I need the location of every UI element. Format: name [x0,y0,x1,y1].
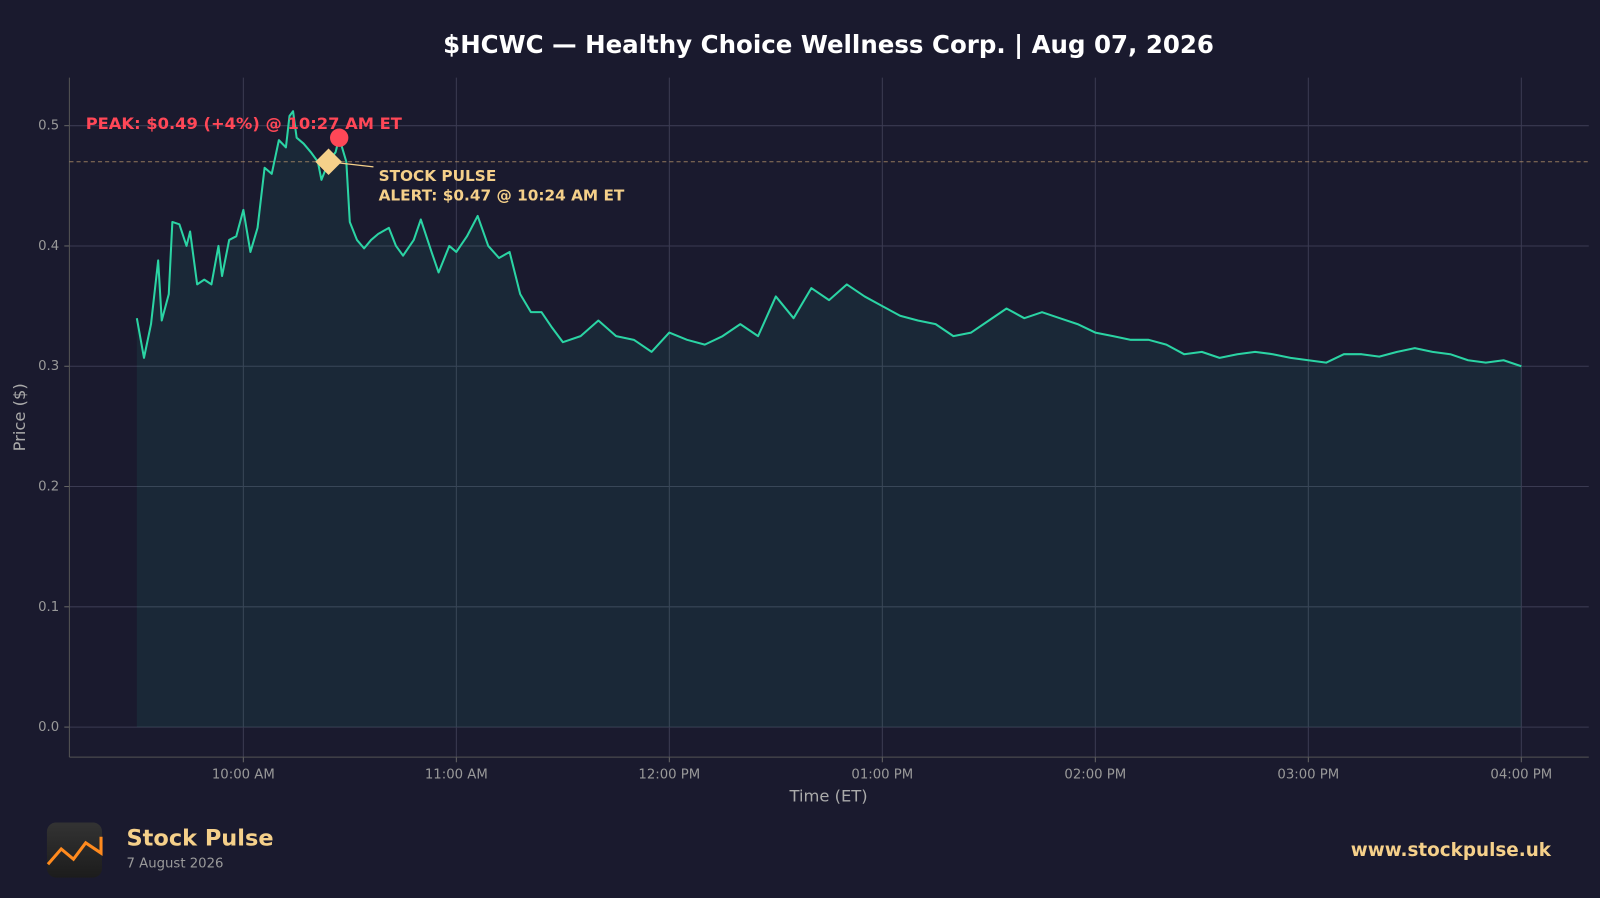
x-tick-label: 02:00 PM [1064,768,1126,783]
y-tick-label: 0.5 [38,119,59,134]
y-axis-label: Price ($) [10,383,29,451]
y-tick-label: 0.3 [38,359,59,374]
y-tick-label: 0.1 [38,600,59,615]
y-tick-label: 0.0 [38,720,59,735]
x-tick-label: 10:00 AM [212,768,275,783]
alert-label: STOCK PULSE [379,167,497,185]
x-tick-label: 04:00 PM [1490,768,1552,783]
footer-date: 7 August 2026 [127,856,224,871]
plot-area: 0.0 0.1 0.2 0.3 0.4 0.5 10:00 AM 11:00 AM 12:00 … [38,77,1589,783]
price-line [135,110,1522,368]
x-tick-label: 03:00 PM [1277,768,1339,783]
peak-label: PEAK: $0.49 (+4%) @ 10:27 AM ET [86,114,403,133]
y-tick-label: 0.2 [38,480,59,495]
brand: Stock Pulse [127,825,274,851]
x-axis-label: Time (ET) [789,786,868,805]
x-tick-label: 11:00 AM [425,768,488,783]
peak-marker [330,128,349,147]
y-tick-label: 0.4 [38,239,59,254]
footer-url: www.stockpulse.uk [1351,840,1552,861]
x-tick-label: 12:00 PM [638,768,700,783]
chart-title: $HCWC — Healthy Choice Wellness Corp. | … [443,30,1214,59]
alert-label: ALERT: $0.47 @ 10:24 AM ET [379,186,625,204]
area [136,111,1522,728]
logo [46,822,103,878]
x-tick-label: 01:00 PM [851,768,913,783]
logo-line [46,836,103,866]
